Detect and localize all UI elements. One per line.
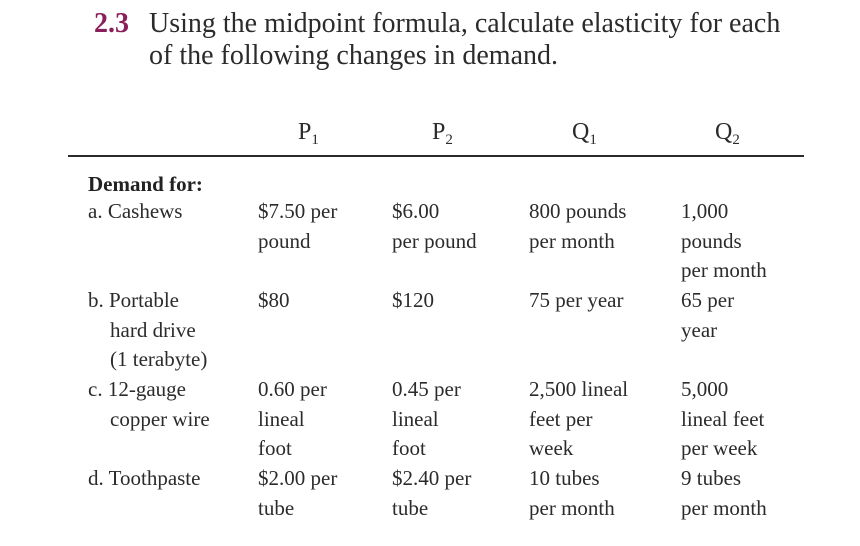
cell-d-q1: 10 tubes per month [529,466,615,520]
column-header-q1: Q1 [572,119,597,148]
cell-d-p2: $2.40 per tube [392,466,472,520]
problem-text-line: of the following changes in demand. [149,40,559,71]
cell-a-q2: 1,000 pounds per month [681,199,767,282]
cell-b-q2: 65 per year [681,288,735,342]
problem-text: Using the midpoint formula, calculate el… [149,8,829,72]
row-label-a: a. Cashews [88,199,183,223]
cell-b-p2: $120 [392,288,434,312]
cell-d-q2: 9 tubes per month [681,466,767,520]
cell-c-q2: 5,000 lineal feet per week [681,377,765,460]
column-header-q2: Q2 [715,119,740,148]
header-divider [68,155,804,157]
cell-c-p1: 0.60 per lineal foot [258,377,327,460]
cell-c-q1: 2,500 lineal feet per week [529,377,629,460]
cell-a-q1: 800 pounds per month [529,199,627,253]
row-label-c: c. 12-gauge copper wire [88,377,210,431]
cell-a-p1: $7.50 per pound [258,199,338,253]
cell-a-p2: $6.00 per pound [392,199,477,253]
cell-c-p2: 0.45 per lineal foot [392,377,461,460]
cell-b-q1: 75 per year [529,288,624,312]
problem-text-line: Using the midpoint formula, calculate el… [149,8,781,39]
cell-d-p1: $2.00 per tube [258,466,338,520]
problem-number: 2.3 [94,8,129,39]
row-label-d: d. Toothpaste [88,466,201,490]
cell-b-p1: $80 [258,288,290,312]
column-header-p1: P1 [298,119,319,148]
column-header-p2: P2 [432,119,453,148]
row-label-b: b. Portable hard drive (1 terabyte) [88,288,208,371]
section-label-demand-for: Demand for: [88,172,203,196]
